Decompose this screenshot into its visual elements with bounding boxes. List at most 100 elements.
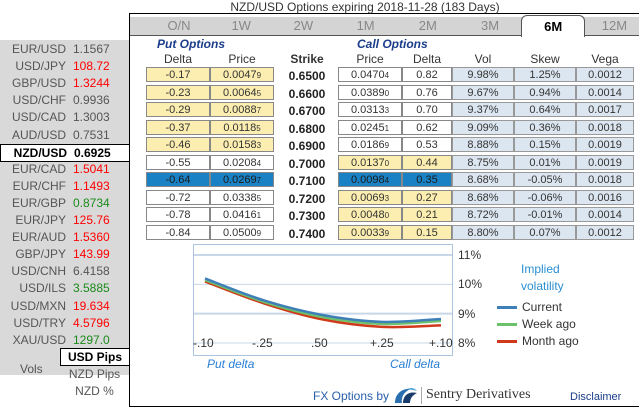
- skew-cell[interactable]: 1.25%: [514, 67, 576, 82]
- put-delta-cell[interactable]: -0.46: [146, 137, 210, 152]
- vol-cell[interactable]: 8.88%: [452, 137, 514, 152]
- currency-pair-eur-aud[interactable]: EUR/AUD 1.5360: [0, 229, 129, 246]
- strike-cell[interactable]: 0.7400: [288, 226, 326, 241]
- tab-6m[interactable]: 6M: [521, 15, 586, 37]
- call-delta-cell[interactable]: 0.27: [402, 189, 452, 205]
- currency-pair-usd-mxn[interactable]: USD/MXN 19.634: [0, 298, 129, 315]
- strike-cell[interactable]: 0.7100: [288, 174, 326, 188]
- vega-cell[interactable]: 0.0018: [576, 172, 634, 187]
- skew-cell[interactable]: -0.06%: [514, 189, 576, 205]
- vol-cell[interactable]: 8.68%: [452, 172, 514, 187]
- currency-pair-eur-chf[interactable]: EUR/CHF 1.1493: [0, 178, 129, 195]
- vol-cell[interactable]: 9.37%: [452, 102, 514, 117]
- currency-pair-aud-usd[interactable]: AUD/USD 0.7531: [0, 127, 129, 144]
- skew-cell[interactable]: 0.36%: [514, 119, 576, 135]
- currency-pair-gbp-jpy[interactable]: GBP/JPY 143.99: [0, 246, 129, 263]
- vega-cell[interactable]: 0.0019: [576, 154, 634, 170]
- tab-on[interactable]: O/N: [167, 18, 191, 33]
- put-price-cell[interactable]: 0.00479: [210, 67, 274, 82]
- strike-cell[interactable]: 0.7200: [288, 191, 326, 206]
- skew-cell[interactable]: 0.94%: [514, 84, 576, 100]
- skew-cell[interactable]: -0.01%: [514, 207, 576, 222]
- put-delta-cell[interactable]: -0.78: [146, 207, 210, 222]
- currency-pair-usd-cad[interactable]: USD/CAD 1.3003: [0, 109, 129, 126]
- call-delta-cell[interactable]: 0.62: [402, 119, 452, 135]
- tab-12m[interactable]: 12M: [601, 18, 628, 33]
- vega-cell[interactable]: 0.0016: [576, 189, 634, 205]
- footer-brand[interactable]: Sentry Derivatives: [426, 387, 531, 402]
- strike-cell[interactable]: 0.6600: [288, 86, 326, 101]
- currency-pair-eur-usd[interactable]: EUR/USD 1.1567: [0, 41, 129, 58]
- call-delta-cell[interactable]: 0.44: [402, 154, 452, 170]
- vega-cell[interactable]: 0.0014: [576, 207, 634, 222]
- vega-cell[interactable]: 0.0018: [576, 119, 634, 135]
- tab-3m[interactable]: 3M: [480, 18, 500, 33]
- skew-cell[interactable]: 0.01%: [514, 154, 576, 170]
- call-price-cell[interactable]: 0.03133: [338, 102, 402, 117]
- currency-pair-usd-jpy[interactable]: USD/JPY 108.72: [0, 58, 129, 75]
- vol-cell[interactable]: 9.67%: [452, 84, 514, 100]
- call-price-cell[interactable]: 0.01869: [338, 137, 402, 152]
- tab-2m[interactable]: 2M: [418, 18, 437, 33]
- strike-cell[interactable]: 0.6800: [288, 121, 326, 136]
- currency-pair-gbp-usd[interactable]: GBP/USD 1.3244: [0, 75, 129, 92]
- call-delta-cell[interactable]: 0.53: [402, 137, 452, 152]
- call-price-cell[interactable]: 0.00693: [338, 189, 402, 205]
- vega-cell[interactable]: 0.0012: [576, 67, 634, 82]
- tab-1w[interactable]: 1W: [231, 18, 251, 33]
- skew-cell[interactable]: 0.64%: [514, 102, 576, 117]
- unit-option-nzd[interactable]: NZD %: [75, 384, 114, 398]
- call-price-cell[interactable]: 0.02451: [338, 119, 402, 135]
- vega-cell[interactable]: 0.0017: [576, 102, 634, 117]
- currency-pair-eur-jpy[interactable]: EUR/JPY 125.76: [0, 212, 129, 229]
- call-price-cell[interactable]: 0.00984: [338, 172, 402, 187]
- call-price-cell[interactable]: 0.04704: [338, 67, 402, 82]
- put-price-cell[interactable]: 0.02084: [210, 154, 274, 170]
- put-price-cell[interactable]: 0.04161: [210, 207, 274, 222]
- put-delta-cell[interactable]: -0.17: [146, 67, 210, 82]
- unit-option-nzd-pips[interactable]: NZD Pips: [68, 366, 121, 381]
- call-delta-cell[interactable]: 0.15: [402, 224, 452, 240]
- skew-cell[interactable]: 0.15%: [514, 137, 576, 152]
- vol-cell[interactable]: 8.75%: [452, 154, 514, 170]
- vega-cell[interactable]: 0.0012: [576, 224, 634, 240]
- skew-cell[interactable]: 0.07%: [514, 224, 576, 240]
- strike-cell[interactable]: 0.7000: [288, 156, 326, 171]
- vol-cell[interactable]: 8.80%: [452, 224, 514, 240]
- strike-cell[interactable]: 0.7300: [288, 209, 326, 223]
- vega-cell[interactable]: 0.0019: [576, 137, 634, 152]
- currency-pair-usd-cnh[interactable]: USD/CNH 6.4158: [0, 263, 129, 280]
- call-delta-cell[interactable]: 0.76: [402, 84, 452, 100]
- disclaimer-link[interactable]: Disclaimer: [570, 391, 622, 403]
- currency-pair-eur-gbp[interactable]: EUR/GBP 0.8734: [0, 195, 129, 212]
- call-price-cell[interactable]: 0.03890: [338, 84, 402, 100]
- currency-pair-xau-usd[interactable]: XAU/USD 1297.0: [0, 332, 129, 349]
- strike-cell[interactable]: 0.6700: [288, 104, 326, 118]
- put-price-cell[interactable]: 0.01185: [210, 119, 274, 135]
- vol-cell[interactable]: 8.72%: [452, 207, 514, 222]
- currency-pair-usd-ils[interactable]: USD/ILS 3.5885: [0, 280, 129, 297]
- currency-pair-eur-cad[interactable]: EUR/CAD 1.5041: [0, 161, 129, 178]
- put-delta-cell[interactable]: -0.37: [146, 119, 210, 135]
- call-delta-cell[interactable]: 0.70: [402, 102, 452, 117]
- put-delta-cell[interactable]: -0.84: [146, 224, 210, 240]
- call-price-cell[interactable]: 0.00480: [338, 207, 402, 222]
- skew-cell[interactable]: -0.05%: [514, 172, 576, 187]
- currency-pair-usd-try[interactable]: USD/TRY 4.5796: [0, 315, 129, 332]
- call-delta-cell[interactable]: 0.21: [402, 207, 452, 222]
- vol-cell[interactable]: 8.68%: [452, 189, 514, 205]
- vol-cell[interactable]: 9.09%: [452, 119, 514, 135]
- strike-cell[interactable]: 0.6500: [288, 69, 326, 83]
- put-delta-cell[interactable]: -0.29: [146, 102, 210, 117]
- put-price-cell[interactable]: 0.02697: [210, 172, 274, 187]
- put-price-cell[interactable]: 0.05009: [210, 224, 274, 240]
- put-delta-cell[interactable]: -0.64: [146, 172, 210, 187]
- put-delta-cell[interactable]: -0.23: [146, 84, 210, 100]
- call-price-cell[interactable]: 0.00339: [338, 224, 402, 240]
- call-delta-cell[interactable]: 0.82: [402, 67, 452, 82]
- put-price-cell[interactable]: 0.01583: [210, 137, 274, 152]
- put-price-cell[interactable]: 0.00645: [210, 84, 274, 100]
- call-delta-cell[interactable]: 0.35: [402, 172, 452, 187]
- tab-1m[interactable]: 1M: [356, 18, 375, 33]
- vega-cell[interactable]: 0.0014: [576, 84, 634, 100]
